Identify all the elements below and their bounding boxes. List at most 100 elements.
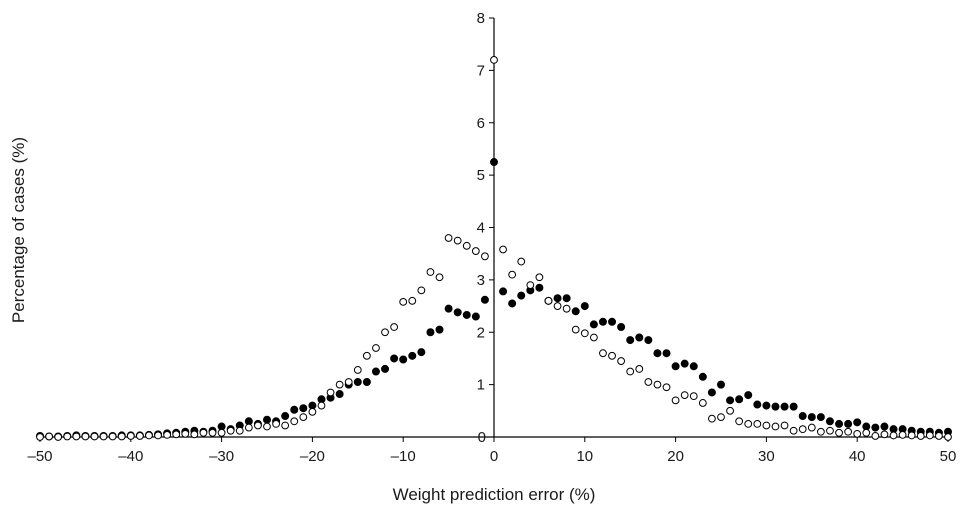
data-point-filled [371, 367, 380, 376]
y-tick-label: 8 [477, 10, 485, 27]
data-point-filled [626, 336, 635, 345]
data-point-filled [426, 328, 435, 337]
data-point-hollow [263, 422, 271, 431]
data-point-filled [471, 312, 480, 321]
x-tick-label: 30 [758, 448, 775, 465]
data-point-hollow [254, 421, 262, 430]
data-point-hollow [435, 273, 444, 282]
data-point-filled [353, 378, 362, 387]
y-tick-label: 7 [477, 62, 485, 79]
data-point-filled [680, 359, 689, 368]
data-point-hollow [317, 401, 326, 410]
data-point-hollow [99, 432, 108, 441]
data-point-filled [707, 388, 716, 397]
data-point-hollow [816, 427, 825, 436]
y-tick-label-0: 0 [478, 429, 486, 446]
data-point-hollow [889, 431, 898, 440]
data-point-hollow [81, 432, 90, 441]
data-point-filled [835, 419, 844, 428]
x-tick-label: –30 [209, 448, 234, 465]
data-point-hollow [390, 323, 399, 331]
data-point-hollow [54, 433, 63, 441]
data-point-hollow [589, 333, 598, 342]
data-point-filled [698, 372, 707, 381]
y-tick-label: 6 [477, 115, 485, 132]
data-point-hollow [45, 432, 53, 441]
series-hollow [36, 56, 952, 441]
data-point-filled [390, 354, 399, 363]
data-point-hollow [717, 413, 725, 421]
data-point-hollow [626, 367, 635, 376]
y-tick-label: 2 [477, 324, 485, 341]
data-point-hollow [635, 365, 644, 373]
data-point-hollow [698, 399, 707, 407]
data-point-filled [499, 287, 508, 296]
data-point-hollow [90, 432, 99, 441]
data-point-filled [362, 378, 371, 387]
data-point-hollow [408, 296, 417, 305]
data-point-hollow [853, 429, 862, 438]
data-point-filled [789, 402, 798, 411]
data-point-hollow [63, 432, 72, 441]
data-point-filled [399, 355, 408, 364]
data-point-hollow [826, 426, 834, 435]
data-point-hollow [344, 378, 353, 386]
x-tick-label: –40 [118, 448, 143, 465]
data-point-hollow [353, 366, 362, 374]
data-point-hollow [299, 413, 308, 421]
x-tick-label: 40 [849, 448, 866, 465]
data-point-filled [580, 302, 589, 311]
data-point-filled [807, 413, 816, 422]
y-tick-label: 4 [477, 220, 485, 237]
data-point-hollow [907, 431, 916, 440]
data-point-hollow [617, 357, 626, 365]
data-point-filled [571, 307, 580, 316]
data-point-hollow [580, 329, 589, 338]
data-point-hollow [798, 425, 807, 434]
data-point-hollow [290, 417, 299, 426]
data-point-hollow [653, 380, 662, 389]
data-point-filled [408, 351, 417, 360]
data-point-hollow [671, 396, 680, 405]
data-point-filled [489, 158, 498, 167]
data-point-filled [726, 396, 735, 405]
data-point-hollow [145, 431, 153, 440]
data-point-hollow [453, 236, 462, 245]
y-tick-label: 3 [477, 272, 485, 289]
data-point-filled [290, 405, 299, 414]
y-tick-label: 5 [477, 167, 485, 184]
data-point-hollow [208, 428, 217, 437]
data-point-hollow [481, 252, 489, 261]
data-point-hollow [117, 432, 126, 441]
data-point-filled [535, 283, 544, 292]
data-point-filled [717, 380, 726, 389]
data-point-hollow [925, 431, 934, 440]
data-point-filled [671, 362, 680, 371]
data-point-filled [771, 402, 780, 411]
data-point-hollow [644, 378, 653, 386]
data-point-hollow [372, 344, 380, 352]
data-point-filled [444, 304, 453, 313]
data-point-hollow [935, 432, 943, 440]
data-point-hollow [898, 431, 907, 439]
data-point-hollow [226, 426, 235, 435]
data-point-hollow [599, 349, 607, 358]
data-point-filled [453, 308, 462, 317]
data-point-filled [753, 400, 762, 409]
data-point-filled [598, 317, 607, 326]
data-point-filled [417, 348, 426, 357]
data-point-hollow [326, 388, 335, 397]
data-point-filled [816, 413, 825, 422]
data-point-hollow [517, 257, 526, 266]
data-point-filled [335, 390, 344, 399]
data-point-filled [262, 415, 271, 424]
data-point-hollow [916, 432, 925, 440]
data-point-hollow [871, 432, 880, 440]
data-point-filled [508, 299, 517, 308]
data-point-hollow [190, 430, 199, 439]
data-point-hollow [499, 245, 507, 254]
data-point-hollow [562, 304, 571, 313]
data-point-filled [608, 317, 617, 326]
data-point-filled [689, 362, 698, 371]
data-point-hollow [399, 297, 408, 306]
